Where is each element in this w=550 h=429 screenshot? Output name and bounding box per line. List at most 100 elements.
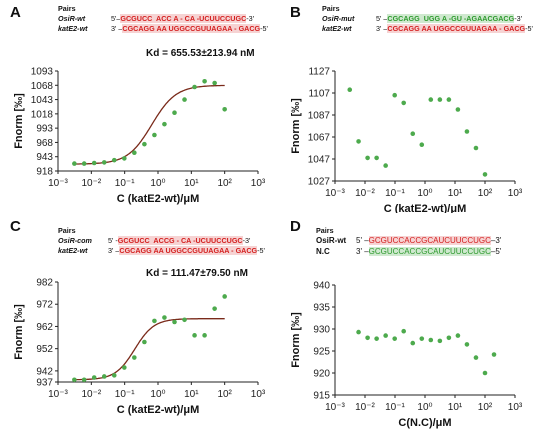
data-point-c-12 — [192, 333, 197, 338]
data-point-a-3 — [101, 160, 107, 165]
data-point-b-4 — [383, 163, 388, 168]
y-tick-label-d-0: 915 — [313, 391, 330, 402]
data-point-c-10 — [172, 319, 177, 325]
panel-letter-b: B — [290, 4, 301, 21]
data-point-d-15 — [491, 352, 497, 357]
x-tick-label-d-4: 10¹ — [448, 402, 463, 413]
x-tick-label-a-5: 10² — [217, 178, 232, 189]
data-point-a-7 — [142, 141, 147, 147]
chart-a: 918 943 968 993 1018 1043 1068 1093 10⁻³ 10⁻² 10⁻¹… — [13, 67, 266, 206]
y-tick-label-d-5: 940 — [313, 281, 330, 292]
seq-row-c-1: 5' -GCGUCC ACCG - CA -UCUUCCUGC-3' — [108, 236, 251, 245]
y-tick-label-d-1: 920 — [313, 369, 330, 380]
seq-name-b-2: katE2-wt — [322, 24, 352, 33]
seq-row-a-2: 3' –CGCAGG AA UGGCCGUUAGAA - GACG-5' — [111, 24, 268, 33]
x-tick-label-b-2: 10⁻¹ — [385, 188, 405, 199]
panel-letter-a: A — [10, 4, 21, 21]
y-tick-label-b-4: 1107 — [308, 89, 330, 100]
data-point-d-6 — [410, 340, 416, 346]
x-tick-label-b-5: 10² — [478, 188, 493, 199]
data-point-d-7 — [419, 336, 425, 341]
y-tick-label-c-0: 937 — [36, 378, 53, 389]
y-tick-label-a-0: 918 — [36, 167, 53, 178]
chart-d: 915 920 925 930 935 940 10⁻³ 10⁻² 10⁻¹ 10⁰ 10¹ 10² 1… — [290, 281, 523, 429]
x-tick-label-a-4: 10¹ — [184, 178, 199, 189]
x-tick-label-c-5: 10² — [217, 389, 232, 400]
data-point-c-11 — [182, 317, 187, 323]
data-point-b-3 — [374, 155, 379, 161]
seq-row-b-1: 5' –CGCAGG UGG A -GU -AGAACGACG-3' — [376, 14, 522, 23]
data-point-d-11 — [455, 333, 461, 338]
x-axis-label-c: C (katE2-wt)/μM — [117, 404, 200, 416]
seq-name-a-2: katE2-wt — [58, 24, 88, 33]
data-point-b-0 — [347, 87, 353, 92]
x-tick-label-c-1: 10⁻² — [81, 389, 101, 400]
y-tick-label-d-2: 925 — [313, 347, 330, 358]
seq-name-a-1: OsiR-wt — [58, 14, 86, 23]
data-point-c-14 — [212, 306, 217, 311]
data-point-c-5 — [122, 365, 127, 370]
x-tick-label-a-2: 10⁻¹ — [115, 178, 135, 189]
y-tick-label-d-4: 935 — [313, 303, 330, 314]
x-tick-label-b-3: 10⁰ — [417, 188, 432, 199]
data-point-b-5 — [392, 92, 397, 98]
fit-curve-a — [74, 84, 225, 165]
seq-row-d-1: 5' –GCGUCCACCGCAUCUUCCUGC–3' — [356, 236, 502, 245]
data-point-a-4 — [111, 157, 117, 163]
y-tick-label-c-3: 962 — [36, 322, 53, 333]
pairs-label-c: Pairs — [58, 226, 76, 235]
x-axis-label-d: C(N.C)/μM — [398, 417, 451, 429]
data-point-c-2 — [91, 375, 97, 380]
x-tick-label-b-4: 10¹ — [448, 188, 463, 199]
data-point-c-0 — [72, 377, 77, 383]
data-point-b-1 — [356, 139, 361, 144]
x-axis-label-b: C (katE2-wt)/μM — [384, 203, 467, 213]
data-point-d-4 — [392, 336, 397, 341]
y-tick-label-b-0: 1027 — [308, 177, 331, 188]
y-axis-label-b: Fnorm [‰] — [290, 98, 302, 154]
data-point-d-10 — [446, 335, 452, 341]
y-tick-label-c-1: 942 — [36, 366, 53, 377]
data-point-d-13 — [473, 355, 479, 360]
data-point-a-5 — [122, 156, 127, 161]
x-tick-label-c-4: 10¹ — [184, 389, 199, 400]
data-point-a-14 — [212, 80, 217, 86]
y-tick-label-d-3: 930 — [313, 325, 330, 336]
seq-name-c-1: OsiR-com — [58, 236, 92, 245]
x-tick-label-a-6: 10³ — [251, 178, 266, 189]
y-tick-label-b-2: 1067 — [308, 133, 331, 144]
data-point-b-9 — [428, 97, 434, 102]
data-point-c-6 — [132, 355, 137, 360]
fit-curve-c — [74, 318, 225, 381]
data-point-a-9 — [162, 121, 167, 127]
data-point-c-4 — [111, 373, 117, 378]
y-tick-label-a-2: 968 — [36, 138, 53, 149]
data-point-b-2 — [365, 155, 370, 161]
y-axis-label-a: Fnorm [‰] — [13, 93, 25, 149]
seq-row-d-2: 3' –GCGUCCACCGCAUCUUCCUGC–5' — [356, 247, 502, 256]
data-point-d-0 — [356, 329, 361, 335]
data-point-b-7 — [410, 131, 416, 136]
pairs-label-b: Pairs — [322, 4, 340, 13]
x-tick-label-d-6: 10³ — [508, 402, 523, 413]
x-tick-label-d-2: 10⁻¹ — [385, 402, 405, 413]
y-tick-label-a-5: 1043 — [31, 95, 54, 106]
data-point-c-7 — [142, 339, 147, 345]
x-tick-label-c-6: 10³ — [251, 389, 266, 400]
data-point-b-10 — [437, 97, 443, 102]
data-point-d-12 — [464, 342, 470, 347]
data-point-a-0 — [72, 161, 77, 166]
data-point-c-8 — [152, 318, 157, 324]
data-point-d-8 — [428, 337, 434, 343]
data-point-b-8 — [419, 142, 425, 147]
data-point-d-1 — [365, 335, 370, 341]
pairs-label-a: Pairs — [58, 4, 76, 13]
seq-name-b-1: OsiR-mut — [322, 14, 355, 23]
data-point-d-5 — [401, 328, 407, 334]
x-tick-label-d-3: 10⁰ — [417, 402, 432, 413]
x-tick-label-d-1: 10⁻² — [355, 402, 375, 413]
y-axis-label-d: Fnorm [‰] — [290, 312, 302, 368]
y-tick-label-b-3: 1087 — [308, 111, 331, 122]
y-tick-label-c-2: 952 — [36, 344, 53, 355]
data-point-d-9 — [437, 338, 443, 344]
